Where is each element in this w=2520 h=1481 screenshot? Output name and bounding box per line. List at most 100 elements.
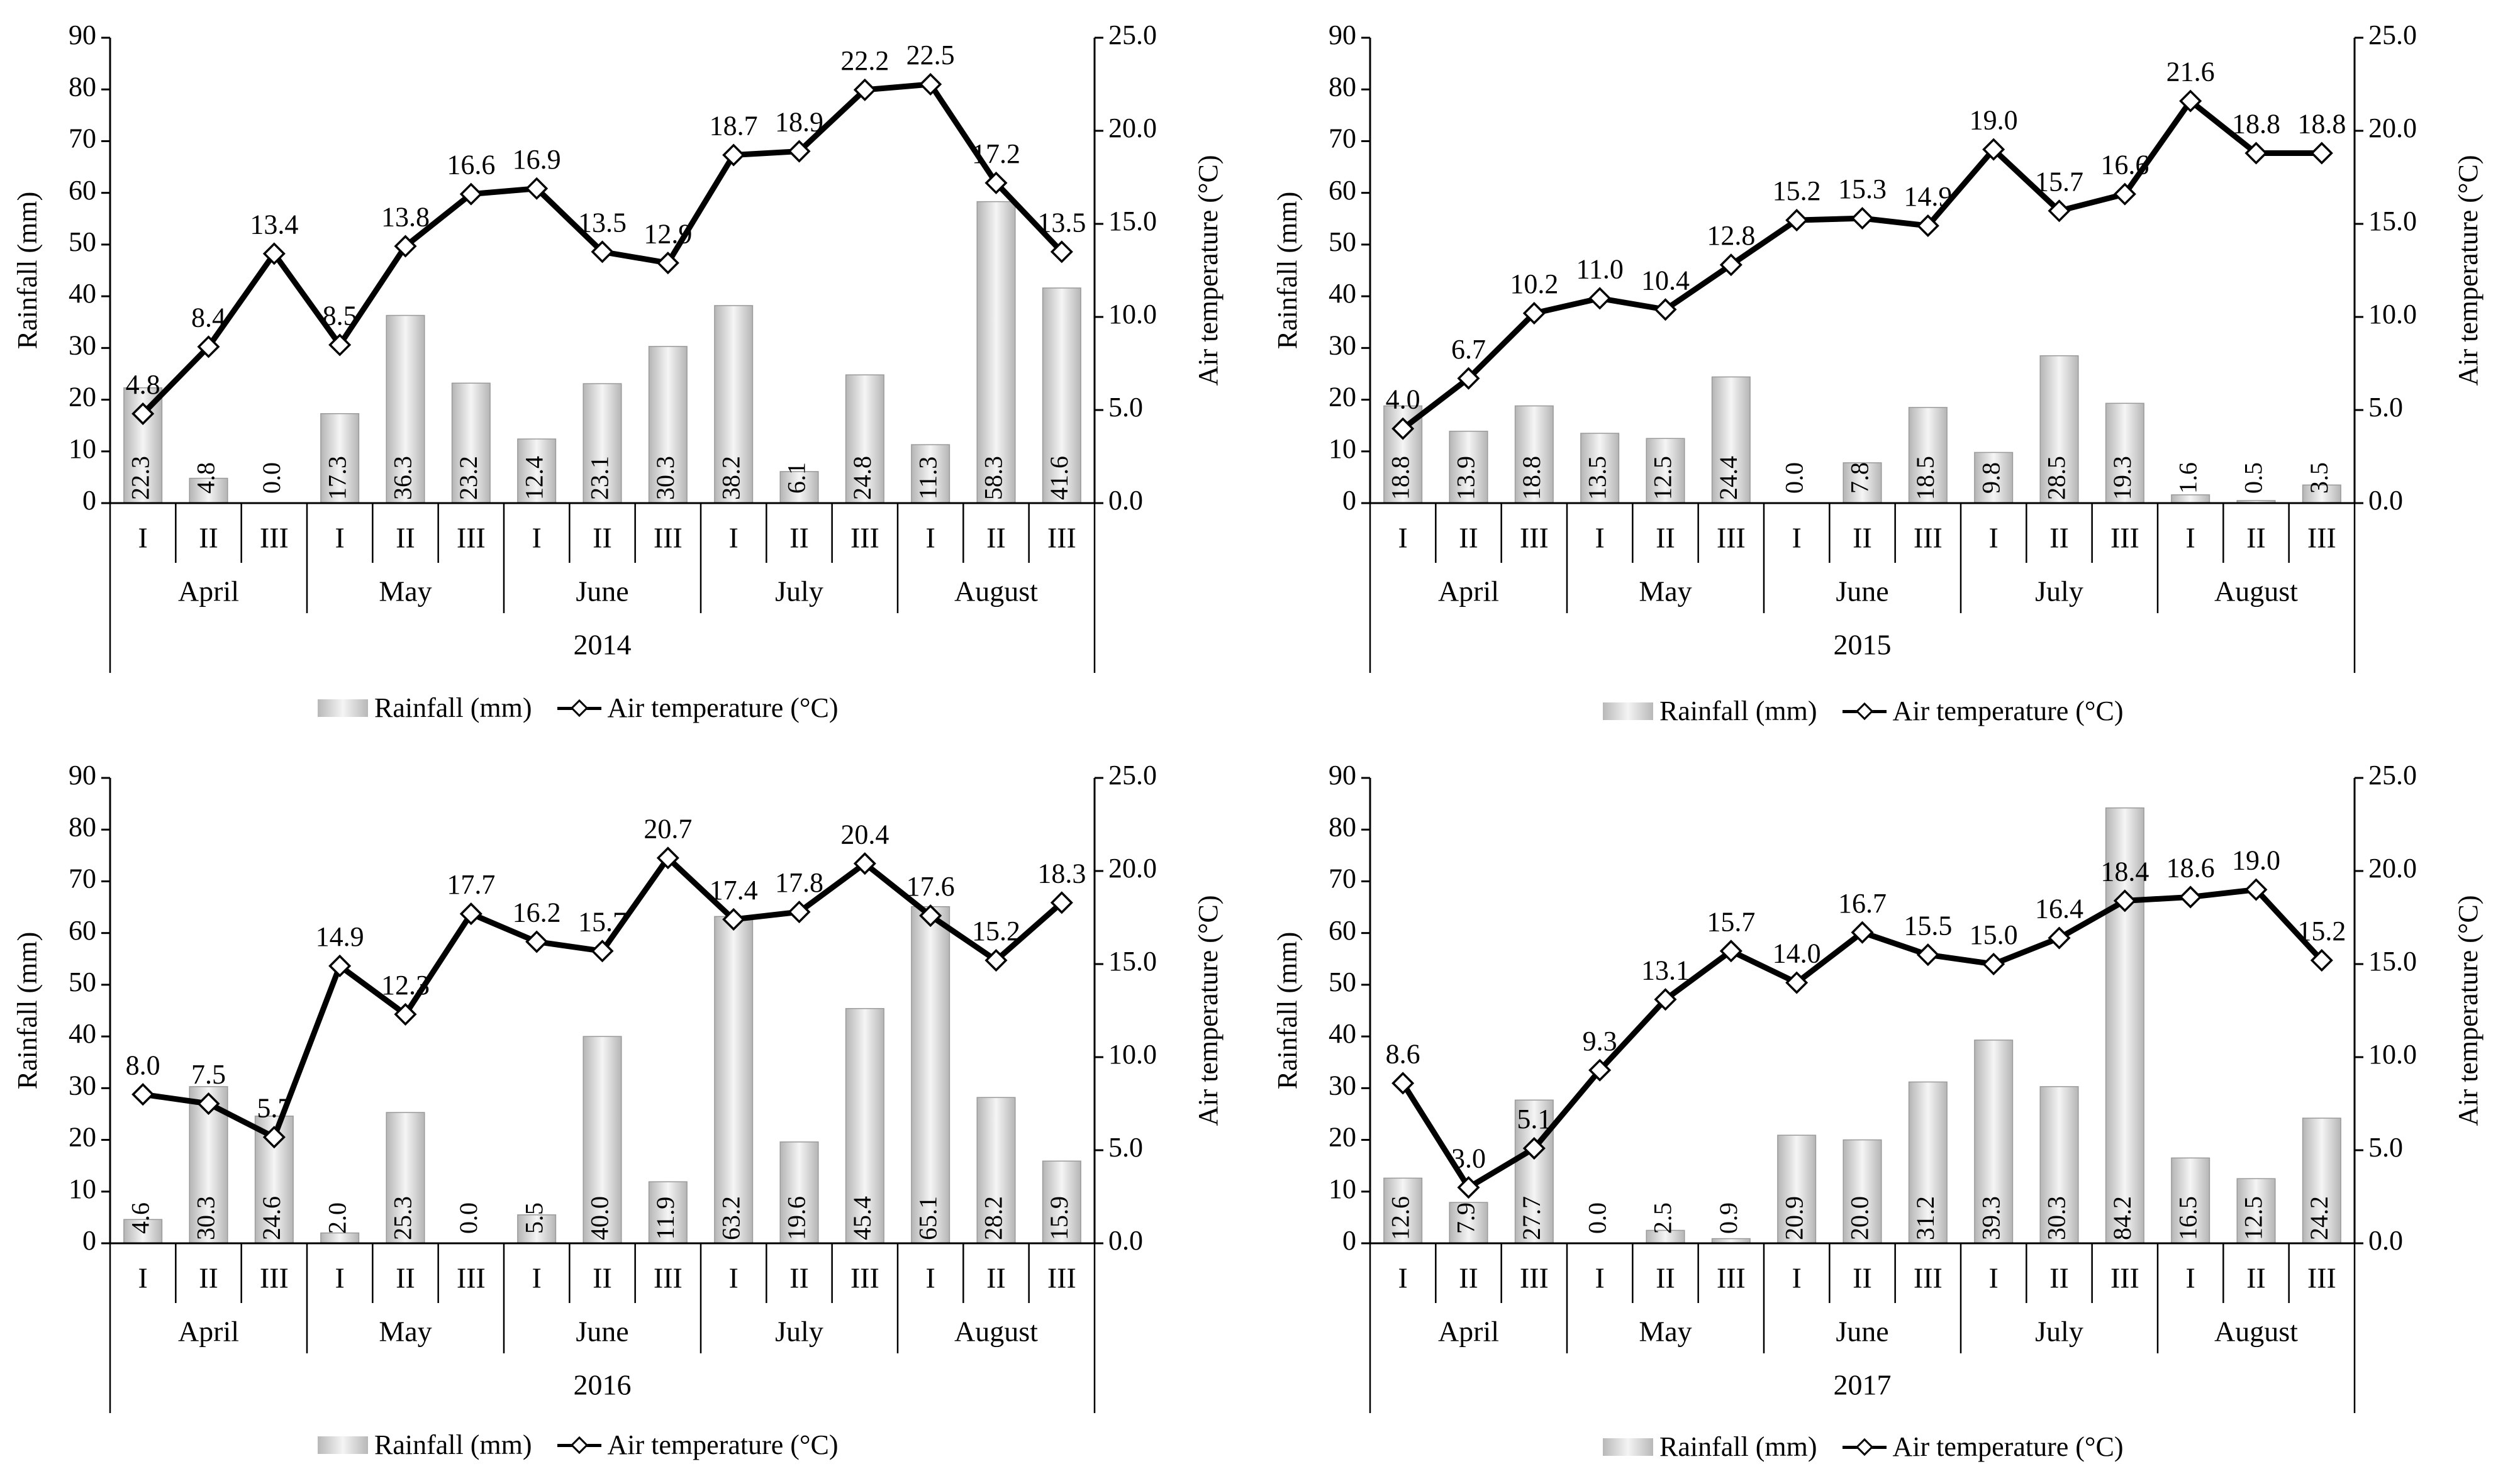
y2-tick-label: 20.0: [1108, 853, 1157, 884]
chart-legend-2016: Rainfall (mm) Air temperature (°C): [318, 1429, 864, 1461]
rainfall-bar: [189, 477, 228, 504]
month-label: April: [178, 575, 239, 607]
y2-tick-label: 5.0: [2368, 392, 2403, 423]
legend-item-rainfall: Rainfall (mm): [1603, 695, 1817, 727]
temperature-value-label: 18.6: [2166, 853, 2215, 884]
rainfall-bar: [845, 374, 884, 504]
temperature-value-label: 14.9: [1904, 181, 1952, 212]
chart-svg-2016: 4.6 30.3 24.6 2.0 25.3 0.0 5.5 40.0 11.9 63.2 19.6…: [12, 760, 1224, 1413]
rainfall-bar: [845, 1007, 884, 1244]
temperature-point: [1916, 214, 1939, 237]
category-label: II: [2049, 1262, 2069, 1294]
category-label: II: [1853, 522, 1872, 554]
rainfall-bar: [2039, 355, 2079, 504]
month-label: August: [2214, 1316, 2298, 1348]
category-label: II: [199, 522, 218, 554]
month-label: June: [1836, 575, 1888, 607]
y-tick-label: 10: [69, 1173, 96, 1204]
rainfall-value-label: 84.2: [2108, 1196, 2136, 1240]
rainfall-value-label: 24.2: [2305, 1196, 2333, 1240]
category-label: III: [1047, 522, 1076, 554]
category-label: II: [396, 522, 415, 554]
temperature-line: [1401, 98, 2322, 431]
rainfall-bar: [911, 444, 951, 504]
y-tick-label: 80: [69, 811, 96, 842]
temperature-point: [1457, 1176, 1480, 1199]
rainfall-value-label: 25.3: [389, 1196, 417, 1240]
rainfall-value-label: 6.1: [783, 462, 811, 494]
rainfall-value-label: 0.0: [1780, 462, 1808, 494]
rainfall-value-label: 30.3: [2043, 1196, 2071, 1240]
category-label: III: [1717, 522, 1746, 554]
category-label: III: [260, 522, 289, 554]
category-label: II: [396, 1262, 415, 1294]
temperature-value-label: 19.0: [1970, 105, 2018, 136]
chart-svg-2017: 12.6 7.9 27.7 0.0 2.5 0.9 20.9 20.0 31.2 39.3 30.3…: [1272, 760, 2484, 1413]
temperature-point: [328, 333, 352, 357]
chart-panel-2015: 18.8 13.9 18.8 13.5 12.5 24.4 0.0 7.8 18.5 9.8 28.…: [1260, 0, 2520, 740]
rainfall-bar: [1042, 1160, 1081, 1244]
category-label: III: [1520, 1262, 1549, 1294]
y2-axis-title: Air temperature (°C): [1193, 155, 1224, 386]
category-label: I: [1989, 522, 1999, 554]
month-label: August: [2214, 575, 2298, 607]
temperature-value-label: 17.6: [906, 871, 955, 902]
rainfall-swatch: [1603, 1438, 1653, 1456]
temperature-point: [1391, 417, 1415, 440]
y2-tick-label: 10.0: [2368, 1039, 2417, 1070]
y-tick-label: 90: [69, 19, 96, 50]
y2-axis-title: Air temperature (°C): [1193, 896, 1224, 1126]
rainfall-value-label: 16.5: [2173, 1196, 2202, 1240]
rainfall-value-label: 2.5: [1649, 1202, 1677, 1234]
temperature-point: [394, 235, 417, 258]
y2-tick-label: 20.0: [2368, 853, 2417, 884]
temperature-value-label: 18.3: [1037, 858, 1086, 889]
rainfall-value-label: 0.5: [2239, 462, 2268, 494]
temperature-point: [1654, 988, 1677, 1011]
temperature-value-label: 18.8: [2297, 109, 2346, 140]
y-tick-label: 80: [69, 71, 96, 102]
y-tick-label: 40: [1329, 278, 1356, 309]
rainfall-bar: [583, 1036, 622, 1244]
legend-item-rainfall: Rainfall (mm): [318, 692, 532, 724]
y-axis-title: Rainfall (mm): [1272, 192, 1303, 350]
y2-tick-label: 5.0: [1108, 392, 1143, 423]
chart-panel-2016: 4.6 30.3 24.6 2.0 25.3 0.0 5.5 40.0 11.9 63.2 19.6…: [0, 740, 1260, 1480]
y-tick-label: 0: [82, 485, 96, 516]
rainfall-value-label: 36.3: [389, 456, 417, 500]
rainfall-bar: [1449, 1202, 1488, 1244]
temperature-point: [1391, 1072, 1415, 1095]
category-label: III: [260, 1262, 289, 1294]
temperature-value-label: 15.7: [2035, 166, 2083, 197]
temperature-point: [525, 177, 549, 200]
y-tick-label: 60: [69, 915, 96, 946]
category-label: III: [1047, 1262, 1076, 1294]
y-tick-label: 50: [69, 226, 96, 257]
category-label: III: [1914, 522, 1943, 554]
category-label: III: [1717, 1262, 1746, 1294]
rainfall-bar: [976, 1097, 1016, 1244]
rainfall-value-label: 4.8: [192, 462, 220, 494]
rainfall-value-label: 39.3: [1976, 1196, 2005, 1240]
y-tick-label: 90: [1329, 19, 1356, 50]
temperature-value-label: 9.3: [1583, 1026, 1617, 1057]
y-axis-title: Rainfall (mm): [12, 192, 43, 350]
temperature-point: [1851, 921, 1874, 944]
temperature-point: [131, 402, 155, 425]
rainfall-value-label: 19.3: [2108, 456, 2136, 500]
temperature-value-label: 14.0: [1773, 938, 1821, 969]
month-label: May: [1639, 575, 1692, 607]
y2-tick-label: 0.0: [1108, 1225, 1143, 1256]
category-label: III: [2110, 522, 2139, 554]
rainfall-bar: [1580, 433, 1620, 504]
y2-tick-label: 25.0: [2368, 19, 2417, 50]
temperature-point: [853, 852, 876, 875]
rainfall-bar: [2302, 1118, 2341, 1244]
rainfall-value-label: 30.3: [651, 456, 679, 500]
rainfall-bar: [320, 1232, 360, 1244]
temperature-point: [1588, 287, 1612, 310]
temperature-value-label: 20.7: [644, 813, 692, 844]
category-label: I: [729, 1262, 739, 1294]
temperature-value-label: 12.9: [644, 218, 692, 249]
y-tick-label: 90: [1329, 760, 1356, 790]
